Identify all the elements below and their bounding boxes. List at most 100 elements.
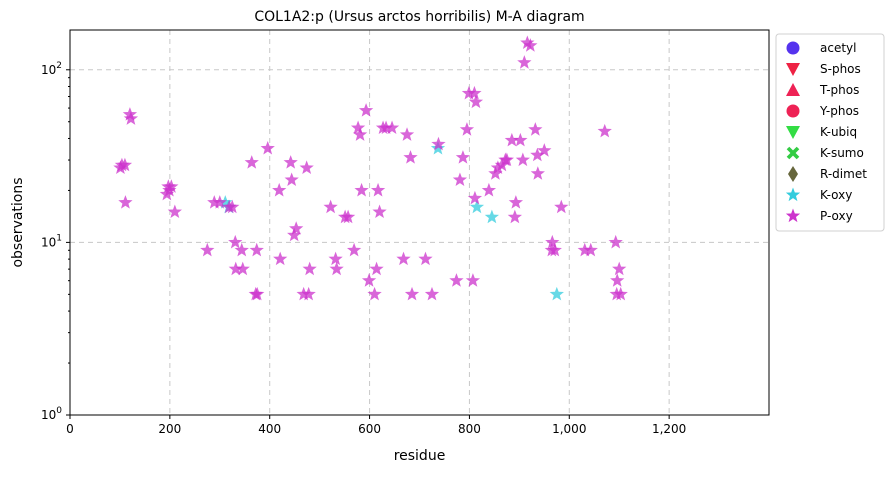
data-point	[431, 136, 446, 151]
data-point	[212, 195, 227, 209]
x-axis-label: residue	[394, 448, 446, 464]
data-point	[200, 242, 215, 257]
data-point	[484, 209, 500, 224]
data-point	[549, 286, 564, 301]
data-point	[455, 150, 471, 164]
legend-marker-p-oxy	[785, 208, 801, 223]
legend-label-t-phos: T-phos	[819, 83, 859, 97]
data-point	[468, 94, 484, 109]
data-point	[613, 286, 628, 301]
data-point	[612, 261, 627, 276]
legend-marker-k-sumo	[786, 146, 800, 160]
legend-marker-k-oxy	[785, 187, 801, 202]
data-point	[123, 111, 139, 125]
data-point	[452, 172, 468, 187]
x-tick-label: 200	[158, 422, 181, 436]
legend-label-s-phos: S-phos	[820, 62, 861, 76]
legend-label-k-sumo: K-sumo	[820, 146, 864, 160]
data-point	[370, 182, 386, 197]
data-point	[530, 147, 545, 162]
data-point	[508, 195, 523, 209]
data-point	[352, 127, 368, 141]
data-point	[467, 190, 483, 205]
data-point	[490, 160, 506, 174]
data-point	[481, 182, 497, 197]
data-point	[207, 195, 222, 209]
data-point	[218, 195, 233, 209]
y-tick-label: 101	[41, 233, 62, 249]
chart-title: COL1A2:p (Ursus arctos horribilis) M-A d…	[254, 9, 584, 25]
data-point	[234, 242, 249, 257]
data-point	[329, 261, 344, 276]
data-point	[610, 273, 625, 287]
data-point	[396, 251, 411, 266]
data-point	[467, 85, 482, 100]
data-point	[403, 150, 418, 164]
y-tick-label: 100	[41, 406, 62, 422]
data-point	[299, 160, 314, 174]
grid-layer	[70, 30, 769, 415]
data-point	[520, 35, 535, 50]
ticks-layer: 0 200 400 600 800 1,000 1,200 100 101 102	[41, 61, 686, 436]
series-p-oxy	[113, 35, 628, 301]
data-point	[287, 227, 302, 242]
data-point	[517, 55, 532, 69]
data-point	[469, 199, 485, 214]
legend-label-k-ubiq: K-ubiq	[820, 125, 857, 139]
x-tick-label: 800	[458, 422, 481, 436]
data-point	[273, 251, 288, 266]
legend-label-p-oxy: P-oxy	[820, 209, 853, 223]
data-point	[118, 195, 133, 209]
data-point	[418, 251, 433, 266]
x-tick-label: 400	[258, 422, 281, 436]
data-point	[249, 242, 264, 257]
legend-marker-acetyl	[786, 41, 800, 55]
legend-marker-t-phos	[786, 83, 800, 96]
legend-marker-y-phos	[786, 104, 800, 118]
legend-box	[775, 33, 885, 232]
data-point	[583, 242, 598, 257]
data-point	[424, 286, 440, 301]
data-point	[404, 286, 420, 301]
data-point	[260, 140, 275, 155]
data-point	[488, 166, 503, 180]
data-point	[372, 204, 387, 219]
x-tick-label: 1,000	[552, 422, 586, 436]
data-point	[354, 182, 369, 197]
data-point	[284, 172, 299, 187]
legend-marker-r-dimet	[788, 166, 798, 182]
legend-label-y-phos: Y-phos	[819, 104, 859, 118]
data-point	[507, 209, 522, 224]
data-point	[164, 179, 179, 193]
x-tick-label: 0	[66, 422, 74, 436]
data-point	[244, 155, 259, 169]
data-point	[513, 132, 528, 147]
data-point	[378, 120, 394, 135]
data-point	[350, 120, 366, 135]
data-point	[225, 199, 240, 214]
data-point	[523, 38, 538, 52]
data-point	[537, 143, 552, 157]
data-point	[358, 103, 374, 117]
legend-label-k-oxy: K-oxy	[820, 188, 852, 202]
data-point	[554, 199, 569, 214]
data-point	[302, 261, 317, 276]
data-point	[461, 85, 477, 100]
points-layer	[113, 35, 628, 301]
plot-frame	[69, 29, 770, 416]
data-point	[367, 286, 382, 301]
data-point	[465, 273, 481, 287]
data-point	[577, 242, 592, 257]
data-point	[449, 273, 464, 287]
data-point	[283, 155, 298, 169]
data-point	[499, 152, 515, 167]
x-tick-label: 600	[358, 422, 381, 436]
y-axis-label: observations	[10, 177, 26, 267]
data-point	[346, 242, 362, 257]
legend-label-r-dimet: R-dimet	[820, 167, 867, 181]
data-point	[547, 242, 562, 257]
x-tick-label: 1,200	[652, 422, 686, 436]
data-point	[228, 261, 243, 276]
